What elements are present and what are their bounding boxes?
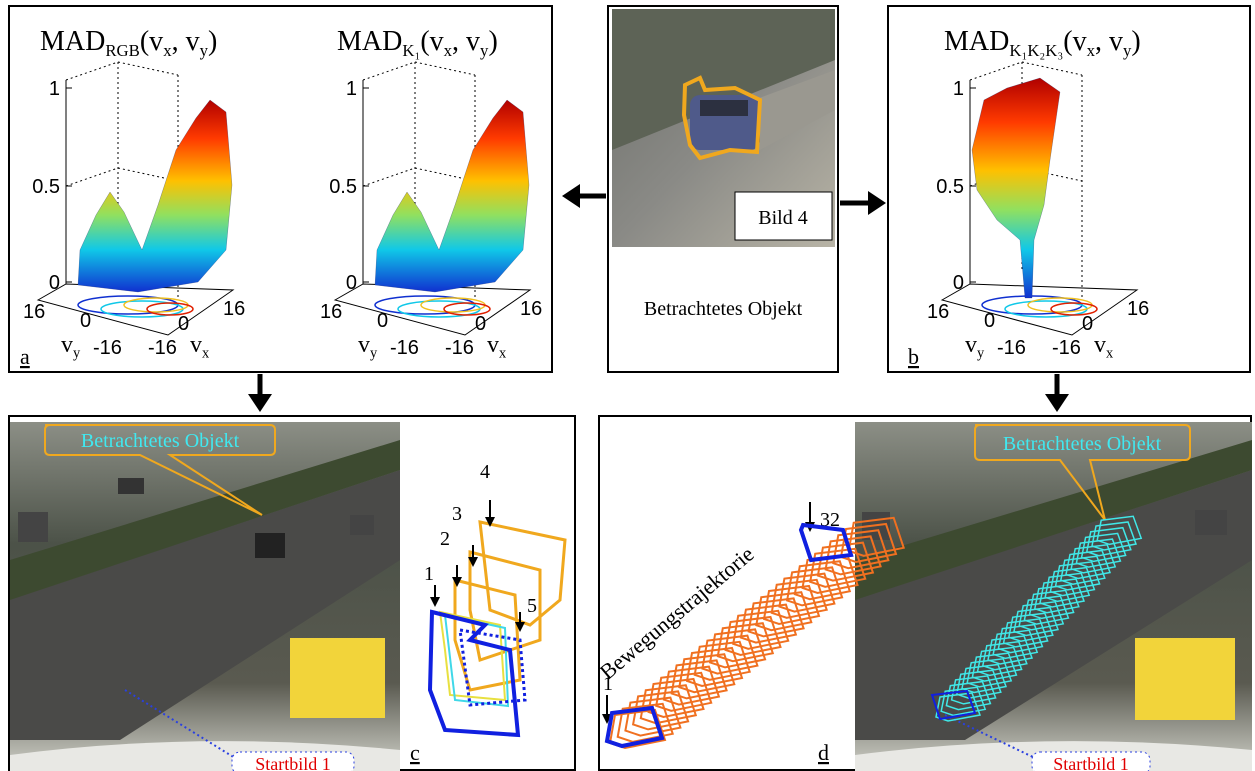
callout-text: Betrachtetes Objekt (1003, 433, 1162, 455)
vx-label-part: x (202, 345, 210, 361)
vx-label-part: x (499, 345, 507, 361)
plot-title-part: K₁ (402, 41, 420, 60)
vy-tick-label: 0 (377, 310, 388, 332)
plot-title-part: ) (208, 26, 217, 57)
plot-title-part: (v (420, 26, 443, 57)
scene-photo-c (10, 422, 400, 771)
vx-tick-label: 0 (475, 313, 486, 335)
vx-tick-label: -16 (148, 337, 177, 359)
frame-number: 3 (452, 503, 462, 525)
z-tick-label: 0 (346, 272, 357, 294)
z-tick-label: 0.5 (329, 176, 357, 198)
vy-tick-label: -16 (93, 337, 122, 359)
plot-title-part: , v (172, 26, 200, 57)
start-label: Startbild 1 (1053, 754, 1129, 771)
panel-letter: a (20, 344, 30, 369)
vx-tick-label: 0 (1082, 313, 1093, 335)
vy-tick-label: 16 (927, 301, 949, 323)
frame-number: 2 (440, 528, 450, 550)
vy-label-part: v (358, 332, 370, 358)
vy-tick-label: 16 (320, 301, 342, 323)
plot-title-part: (v (1063, 26, 1086, 57)
plot-title-part: ) (1131, 26, 1140, 57)
panel-letter: d (818, 740, 829, 765)
plot-title-part: (v (140, 26, 163, 57)
vy-tick-label: 0 (984, 310, 995, 332)
image-label: Bild 4 (758, 207, 807, 229)
vx-label-part: v (487, 332, 499, 358)
callout-text: Betrachtetes Objekt (81, 430, 240, 452)
center-photo: Bild 4 (612, 9, 835, 247)
caption: Betrachtetes Objekt (644, 298, 803, 320)
z-tick-label: 0 (49, 272, 60, 294)
figure: Bild 4 Betrachtetes Objekt a b c d Betra… (0, 0, 1255, 771)
vy-tick-label: 16 (23, 301, 45, 323)
frame-number: 1 (424, 563, 434, 585)
vx-tick-label: 16 (520, 298, 542, 320)
start-label: Startbild 1 (255, 754, 331, 771)
vy-label-part: y (370, 345, 378, 361)
vy-label-part: v (61, 332, 73, 358)
vx-tick-label: 16 (223, 298, 245, 320)
panel-letter: c (410, 740, 420, 765)
z-tick-label: 0 (953, 272, 964, 294)
vx-label-part: x (1106, 345, 1114, 361)
vy-label-part: v (965, 332, 977, 358)
z-tick-label: 1 (49, 78, 60, 100)
panel-letter: b (908, 344, 919, 369)
vx-label-part: v (1094, 332, 1106, 358)
frame-number: 1 (603, 673, 613, 695)
plot-title-part: MAD (337, 26, 402, 57)
z-tick-label: 1 (346, 78, 357, 100)
plot-title-part: RGB (105, 41, 140, 60)
vx-tick-label: 0 (178, 313, 189, 335)
plot-title-part: MAD (40, 26, 105, 57)
frame-number: 5 (527, 595, 537, 617)
vy-label-part: y (977, 345, 985, 361)
plot-title-part: ) (488, 26, 497, 57)
z-tick-label: 0.5 (32, 176, 60, 198)
plot-title-part: , v (1095, 26, 1123, 57)
plot-title-part: K₁K₂K₃ (1009, 41, 1063, 60)
vy-tick-label: -16 (997, 337, 1026, 359)
vy-tick-label: 0 (80, 310, 91, 332)
vx-tick-label: -16 (1052, 337, 1081, 359)
vx-label-part: v (190, 332, 202, 358)
plot-title-part: MAD (944, 26, 1009, 57)
z-tick-label: 0.5 (936, 176, 964, 198)
vx-tick-label: 16 (1127, 298, 1149, 320)
vy-label-part: y (73, 345, 81, 361)
z-tick-label: 1 (953, 78, 964, 100)
vy-tick-label: -16 (390, 337, 419, 359)
vx-tick-label: -16 (445, 337, 474, 359)
plot-title-part: , v (452, 26, 480, 57)
frame-number: 4 (480, 461, 490, 483)
